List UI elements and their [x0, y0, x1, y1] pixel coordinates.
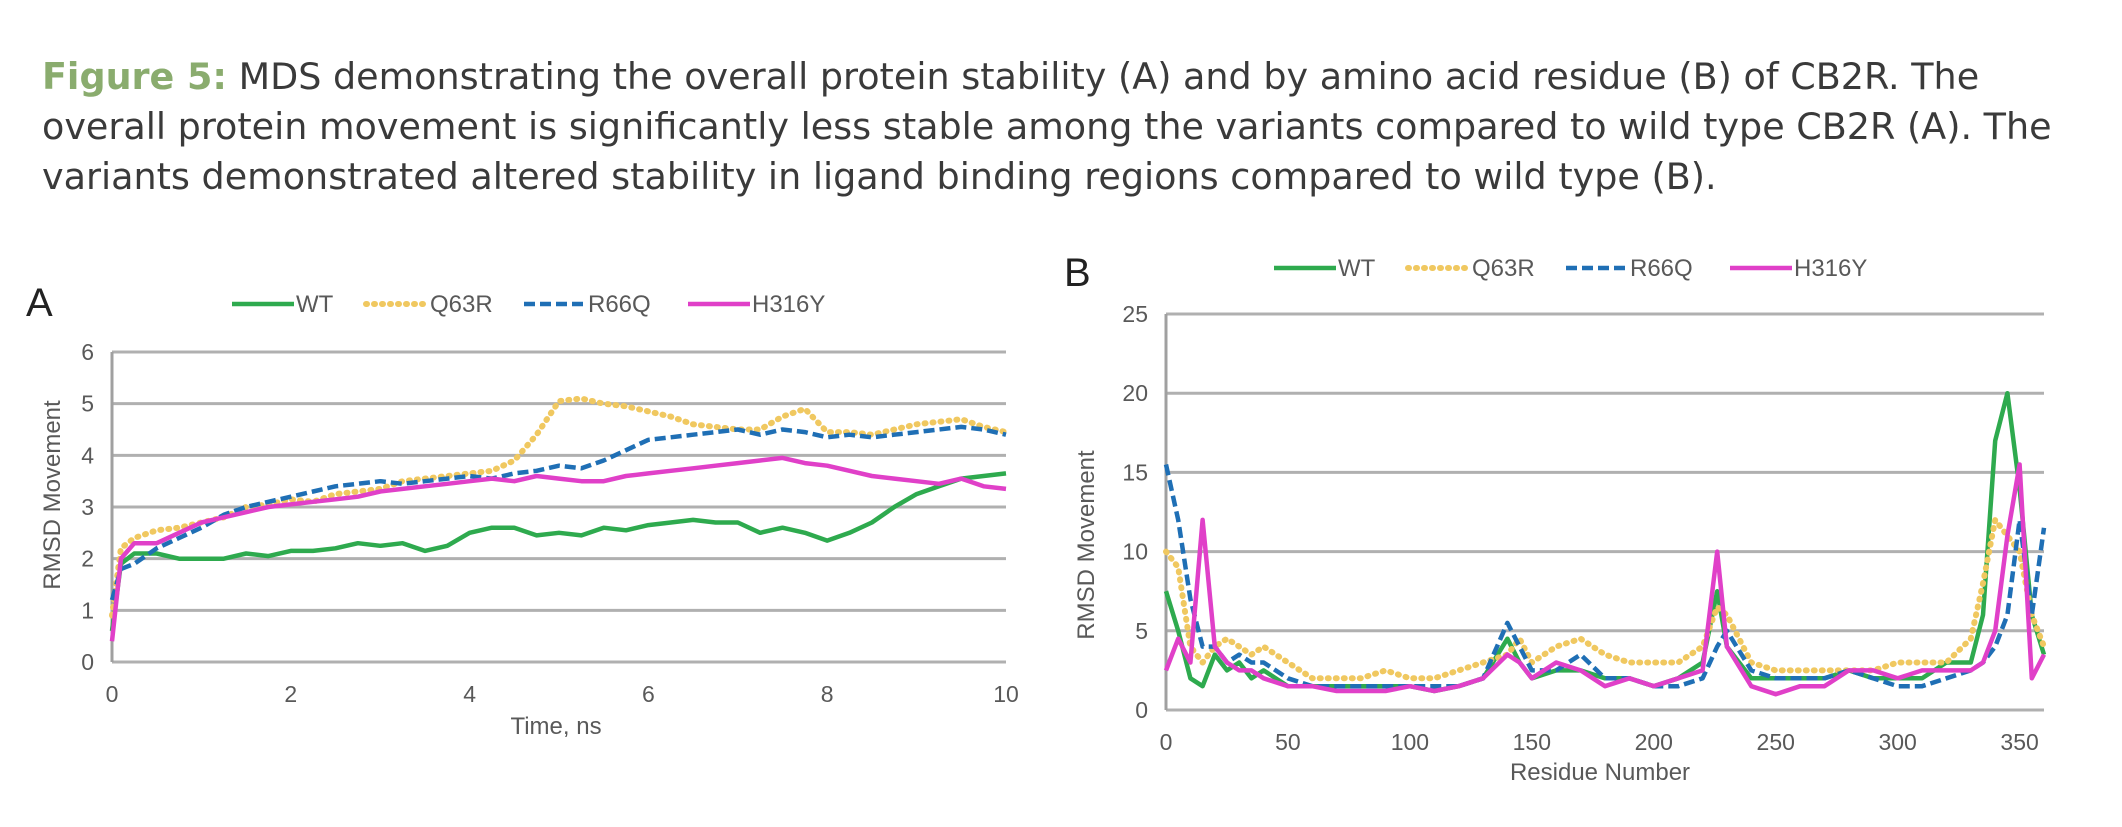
panel-a-y-tick-label: 6 [81, 339, 94, 365]
caption-text: MDS demonstrating the overall protein st… [42, 55, 2052, 198]
panel-a-legend-label-q63r: Q63R [430, 291, 493, 318]
panel-b-gridlines [1164, 312, 2044, 712]
panel-b-legend-label-wt: WT [1338, 255, 1376, 282]
panel-a-series-wt [109, 471, 1007, 632]
panel-b-series-h316y [1163, 462, 2047, 697]
panel-b-series-wt [1163, 390, 2047, 694]
panel-a-gridlines [110, 350, 1006, 664]
panel-a-legend-label-r66q: R66Q [588, 291, 651, 318]
panel-b-x-tick-label: 0 [1160, 729, 1173, 755]
panel-a-series [109, 395, 1009, 642]
panel-b-x-axis-title: Residue Number [1510, 759, 1690, 786]
panel-b-series [1163, 390, 2047, 697]
panel-a-x-tick-label: 6 [642, 681, 655, 707]
panel-b-legend: WT Q63R R66Q H316Y [1274, 255, 1867, 282]
panel-a-x-tick-label: 2 [284, 681, 297, 707]
panel-a-series-r66q [109, 424, 1007, 601]
panel-b-series-r66q [1163, 464, 2047, 689]
panel-b-y-tick-label: 15 [1122, 459, 1148, 485]
figure-label: Figure 5: [42, 55, 228, 98]
panel-a-x-ticks: 0 2 4 6 8 10 [106, 681, 1019, 707]
panel-b-legend-label-h316y: H316Y [1794, 255, 1867, 282]
panel-a-x-tick-label: 10 [993, 681, 1019, 707]
panel-a-letter: A [26, 281, 53, 325]
panel-b-x-tick-label: 250 [1757, 729, 1795, 755]
panel-b-y-tick-label: 25 [1122, 301, 1148, 327]
panel-b-legend-label-q63r: Q63R [1472, 255, 1535, 282]
panel-b: B WT Q63R R66Q H316Y 0 5 10 15 20 25 0 50 100 150 20… [1064, 251, 2047, 786]
panel-a-x-tick-label: 0 [106, 681, 119, 707]
panel-a-y-tick-label: 2 [81, 546, 94, 572]
panel-b-y-tick-label: 20 [1122, 380, 1148, 406]
panel-a-y-tick-label: 0 [81, 649, 94, 675]
panel-b-legend-label-r66q: R66Q [1630, 255, 1693, 282]
panel-b-x-tick-label: 200 [1635, 729, 1673, 755]
panel-b-y-tick-label: 0 [1135, 697, 1148, 723]
panel-a-legend-label-wt: WT [296, 291, 334, 318]
panel-a-x-tick-label: 4 [463, 681, 476, 707]
panel-b-x-tick-label: 50 [1275, 729, 1301, 755]
panel-b-x-tick-label: 350 [2000, 729, 2038, 755]
panel-b-x-tick-label: 300 [1878, 729, 1916, 755]
panel-a-y-tick-label: 5 [81, 391, 94, 417]
panel-b-series-q63r [1163, 516, 2047, 682]
panel-a-y-axis-title: RMSD Movement [39, 400, 66, 590]
panel-b-y-tick-label: 10 [1122, 539, 1148, 565]
figure-caption: Figure 5: MDS demonstrating the overall … [42, 52, 2082, 202]
panel-a-legend-label-h316y: H316Y [752, 291, 825, 318]
panel-a-legend: WT Q63R R66Q H316Y [232, 291, 825, 318]
panel-a-y-tick-label: 4 [81, 442, 94, 468]
panel-a-x-axis-title: Time, ns [510, 713, 601, 740]
panel-b-y-ticks: 0 5 10 15 20 25 [1122, 301, 1148, 723]
panel-b-x-ticks: 0 50 100 150 200 250 300 350 [1160, 729, 2039, 755]
panel-a: A WT Q63R R66Q H316Y 0 1 2 3 4 5 6 0 2 4 6 8 10 RMSD M… [26, 281, 1019, 740]
panel-a-x-tick-label: 8 [821, 681, 834, 707]
panel-b-x-tick-label: 150 [1513, 729, 1551, 755]
panel-a-y-ticks: 0 1 2 3 4 5 6 [81, 339, 94, 675]
panel-b-y-tick-label: 5 [1135, 618, 1148, 644]
panel-a-series-h316y [109, 455, 1007, 642]
panel-b-x-tick-label: 100 [1391, 729, 1429, 755]
panel-b-y-axis-title: RMSD Movement [1073, 450, 1100, 640]
panel-b-letter: B [1064, 251, 1091, 295]
panel-a-y-tick-label: 1 [81, 597, 94, 623]
panel-a-y-tick-label: 3 [81, 494, 94, 520]
